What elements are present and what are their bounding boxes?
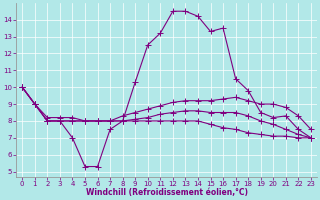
X-axis label: Windchill (Refroidissement éolien,°C): Windchill (Refroidissement éolien,°C) — [85, 188, 248, 197]
